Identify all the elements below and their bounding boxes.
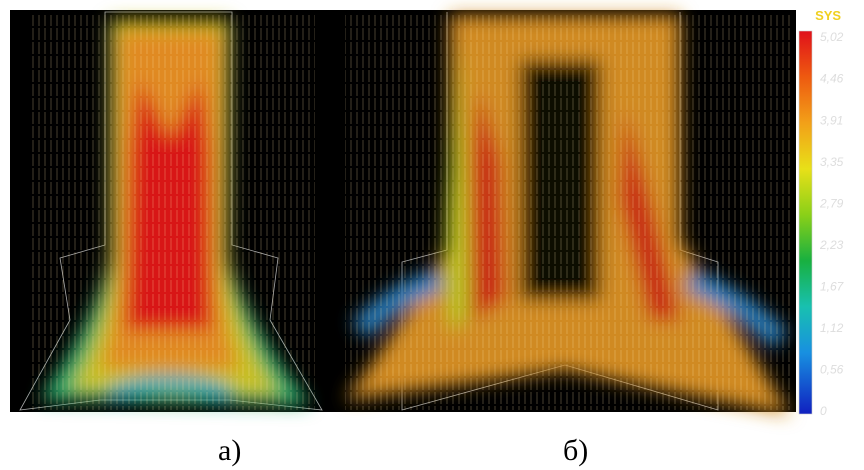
colorbar-tick-label: 3,91 (820, 113, 843, 127)
colorbar-tick-label: 4,46 (820, 72, 844, 86)
flow-b (345, 12, 790, 415)
colorbar-tick-label: 2,23 (819, 238, 844, 252)
colorbar-ticks: 5,02 4,46 3,91 3,35 2,79 2,23 1,67 1,12 0,56 0 (819, 30, 845, 418)
caption-b: б) (563, 434, 588, 467)
colorbar-tick-label: 1,12 (820, 321, 844, 335)
logo-prefix: ΛN (797, 8, 815, 23)
logo-suffix: SYS (815, 8, 841, 23)
colorbar-tick-label: 0,56 (820, 363, 844, 377)
colorbar-tick-label: 2,79 (819, 196, 844, 210)
logo: ΛNSYS (797, 8, 841, 23)
flow-a (19, 11, 323, 411)
colorbar (798, 30, 813, 415)
colorbar-tick-label: 1,67 (820, 280, 845, 294)
colorbar-tick-label: 3,35 (820, 155, 844, 169)
colorbar-tick-label: 0 (820, 404, 827, 418)
caption-a: а) (218, 434, 241, 467)
colorbar-tick-label: 5,02 (820, 30, 844, 44)
